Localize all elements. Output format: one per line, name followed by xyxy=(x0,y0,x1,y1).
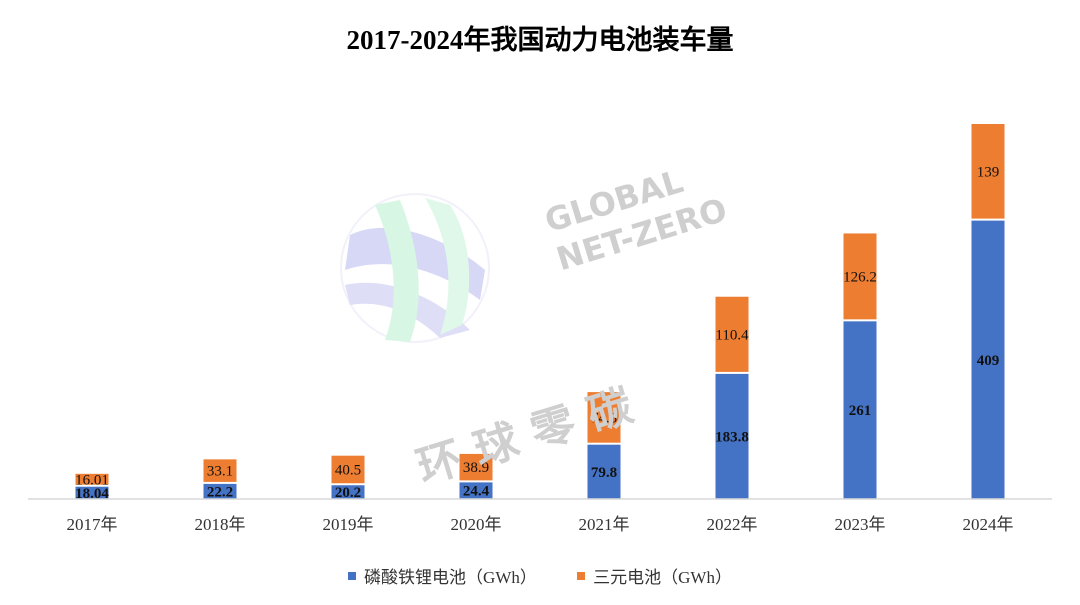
data-label-ncm-7: 139 xyxy=(977,164,1000,180)
x-tick-label-4: 2021年 xyxy=(579,515,630,534)
data-label-lfp-0: 18.04 xyxy=(75,486,109,502)
data-label-lfp-2: 20.2 xyxy=(335,485,361,501)
legend-label-lfp: 磷酸铁锂电池（GWh） xyxy=(364,568,537,587)
x-tick-label-5: 2022年 xyxy=(707,515,758,534)
bar-ncm-6 xyxy=(843,233,877,320)
chart-title: 2017-2024年我国动力电池装车量 xyxy=(346,25,734,55)
x-tick-label-6: 2023年 xyxy=(835,515,886,534)
bar-ncm-7 xyxy=(971,124,1005,219)
bar-ncm-0 xyxy=(75,473,109,485)
legend-item-lfp: 磷酸铁锂电池（GWh） xyxy=(348,563,537,588)
bar-ncm-4 xyxy=(587,392,621,443)
bar-lfp-7 xyxy=(971,220,1005,499)
data-label-ncm-4: 74.3 xyxy=(591,410,617,426)
bar-lfp-2 xyxy=(331,485,365,499)
x-tick-label-7: 2024年 xyxy=(963,515,1014,534)
x-tick-label-3: 2020年 xyxy=(451,515,502,534)
data-label-lfp-6: 261 xyxy=(849,403,872,419)
bars-layer xyxy=(75,124,1005,499)
legend-swatch-ncm xyxy=(577,571,586,580)
x-tick-label-2: 2019年 xyxy=(323,515,374,534)
bar-lfp-6 xyxy=(843,321,877,499)
data-label-lfp-1: 22.2 xyxy=(207,484,233,500)
bar-ncm-1 xyxy=(203,459,237,482)
bar-ncm-5 xyxy=(715,296,749,372)
legend-label-ncm: 三元电池（GWh） xyxy=(593,568,732,587)
bar-lfp-0 xyxy=(75,486,109,499)
data-label-lfp-3: 24.4 xyxy=(463,484,490,500)
data-label-ncm-0: 16.01 xyxy=(75,472,109,488)
legend-swatch-lfp xyxy=(348,571,357,580)
data-label-lfp-7: 409 xyxy=(977,353,1000,369)
bar-lfp-3 xyxy=(459,482,493,499)
bar-ncm-3 xyxy=(459,453,493,481)
legend-item-ncm: 三元电池（GWh） xyxy=(577,563,732,588)
data-label-ncm-1: 33.1 xyxy=(207,464,233,480)
data-label-ncm-5: 110.4 xyxy=(715,327,749,343)
bar-lfp-5 xyxy=(715,373,749,499)
x-tick-labels: 2017年 2018年 2019年 2020年 2021年 2022年 2023年 2024年 xyxy=(67,515,1014,534)
bar-lfp-1 xyxy=(203,483,237,499)
data-label-lfp-5: 183.8 xyxy=(715,429,749,445)
bar-ncm-2 xyxy=(331,455,365,484)
x-tick-label-0: 2017年 xyxy=(67,515,118,534)
data-label-lfp-4: 79.8 xyxy=(591,465,617,481)
data-label-ncm-6: 126.2 xyxy=(843,269,877,285)
legend: 磷酸铁锂电池（GWh） 三元电池（GWh） xyxy=(0,563,1080,588)
data-label-ncm-3: 38.9 xyxy=(463,460,489,476)
x-tick-label-1: 2018年 xyxy=(195,515,246,534)
data-label-ncm-2: 40.5 xyxy=(335,462,361,478)
bar-lfp-4 xyxy=(587,444,621,499)
